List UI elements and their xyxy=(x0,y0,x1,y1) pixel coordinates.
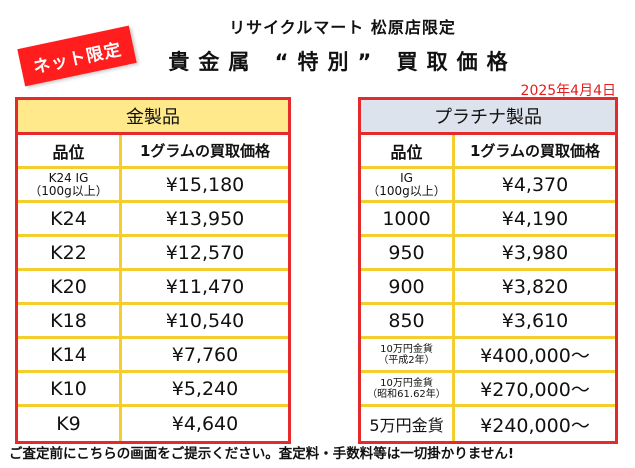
price-date: 2025年4月4日 xyxy=(520,83,616,99)
gold-price-cell: ¥13,950 xyxy=(165,207,245,230)
platinum-grade-cell: 5万円金貨 xyxy=(361,407,455,441)
store-name: リサイクルマート 松原店限定 xyxy=(229,18,456,37)
gold-row: K18 ¥10,540 xyxy=(18,305,288,339)
gold-price-cell: ¥4,640 xyxy=(171,413,239,435)
platinum-row: 850 ¥3,610 xyxy=(361,305,615,339)
gold-grade-label: K24 IG xyxy=(48,170,89,185)
platinum-grade-sublabel: （100g以上） xyxy=(367,183,446,198)
platinum-price-cell: ¥240,000〜 xyxy=(480,414,590,437)
platinum-price-cell: ¥3,980 xyxy=(501,241,569,264)
platinum-grade-cell: 850 xyxy=(361,305,455,336)
platinum-table-heading: プラチナ製品 xyxy=(361,100,615,135)
platinum-grade-cell: 10万円金貨 （昭和61.62年） xyxy=(361,373,455,404)
gold-grade-cell: K24 xyxy=(18,203,122,234)
gold-price-table: 金製品 品位 1グラムの買取価格 K24 IG （100g以上） ¥15,180… xyxy=(15,97,291,444)
platinum-row: 10万円金貨 （昭和61.62年） ¥270,000〜 xyxy=(361,373,615,407)
gold-row: K20 ¥11,470 xyxy=(18,271,288,305)
gold-grade-column-header: 品位 xyxy=(18,135,122,166)
platinum-row: 950 ¥3,980 xyxy=(361,237,615,271)
gold-row: K14 ¥7,760 xyxy=(18,339,288,373)
gold-row: K10 ¥5,240 xyxy=(18,373,288,407)
page-title: 貴金属 “特別” 買取価格 xyxy=(168,50,517,74)
gold-table-heading: 金製品 xyxy=(18,100,288,135)
gold-price-cell: ¥10,540 xyxy=(165,309,245,332)
gold-grade-cell: K9 xyxy=(18,407,122,441)
platinum-price-column-header: 1グラムの買取価格 xyxy=(470,142,600,160)
platinum-grade-cell: IG （100g以上） xyxy=(361,169,455,200)
platinum-price-cell: ¥4,190 xyxy=(501,207,569,230)
platinum-grade-label: 10万円金貨 xyxy=(380,343,433,355)
gold-price-cell: ¥15,180 xyxy=(165,173,245,196)
platinum-price-cell: ¥3,610 xyxy=(501,309,569,332)
platinum-grade-cell: 10万円金貨 （平成2年） xyxy=(361,339,455,370)
platinum-price-cell: ¥270,000〜 xyxy=(480,379,590,401)
gold-column-header-row: 品位 1グラムの買取価格 xyxy=(18,135,288,169)
gold-price-cell: ¥7,760 xyxy=(171,343,239,366)
platinum-grade-sublabel: （昭和61.62年） xyxy=(367,388,446,400)
platinum-grade-cell: 900 xyxy=(361,271,455,302)
platinum-row: 5万円金貨 ¥240,000〜 xyxy=(361,407,615,441)
gold-grade-sublabel: （100g以上） xyxy=(29,183,108,198)
gold-grade-cell: K14 xyxy=(18,339,122,370)
gold-row: K24 ¥13,950 xyxy=(18,203,288,237)
platinum-column-header-row: 品位 1グラムの買取価格 xyxy=(361,135,615,169)
platinum-grade-sublabel: （平成2年） xyxy=(378,354,435,366)
gold-row: K9 ¥4,640 xyxy=(18,407,288,441)
platinum-price-cell: ¥4,370 xyxy=(501,173,569,196)
gold-price-cell: ¥11,470 xyxy=(165,275,245,298)
platinum-grade-column-header: 品位 xyxy=(361,135,455,166)
gold-row: K22 ¥12,570 xyxy=(18,237,288,271)
gold-grade-cell: K22 xyxy=(18,237,122,268)
platinum-grade-cell: 1000 xyxy=(361,203,455,234)
gold-price-column-header: 1グラムの買取価格 xyxy=(140,142,270,160)
gold-price-cell: ¥12,570 xyxy=(165,241,245,264)
footer-note: ご査定前にこちらの画面をご提示ください。査定料・手数料等は一切掛かりません! xyxy=(9,446,514,462)
gold-grade-cell: K20 xyxy=(18,271,122,302)
platinum-row: IG （100g以上） ¥4,370 xyxy=(361,169,615,203)
platinum-row: 10万円金貨 （平成2年） ¥400,000〜 xyxy=(361,339,615,373)
platinum-grade-label: IG xyxy=(400,170,413,185)
platinum-row: 1000 ¥4,190 xyxy=(361,203,615,237)
platinum-grade-label: 10万円金貨 xyxy=(380,377,433,389)
gold-price-cell: ¥5,240 xyxy=(171,377,239,400)
gold-grade-cell: K24 IG （100g以上） xyxy=(18,169,122,200)
gold-row: K24 IG （100g以上） ¥15,180 xyxy=(18,169,288,203)
platinum-price-cell: ¥3,820 xyxy=(501,275,569,298)
platinum-row: 900 ¥3,820 xyxy=(361,271,615,305)
gold-grade-cell: K10 xyxy=(18,373,122,404)
platinum-price-cell: ¥400,000〜 xyxy=(480,345,590,367)
platinum-price-table: プラチナ製品 品位 1グラムの買取価格 IG （100g以上） ¥4,370 1… xyxy=(358,97,618,444)
gold-grade-cell: K18 xyxy=(18,305,122,336)
platinum-grade-cell: 950 xyxy=(361,237,455,268)
